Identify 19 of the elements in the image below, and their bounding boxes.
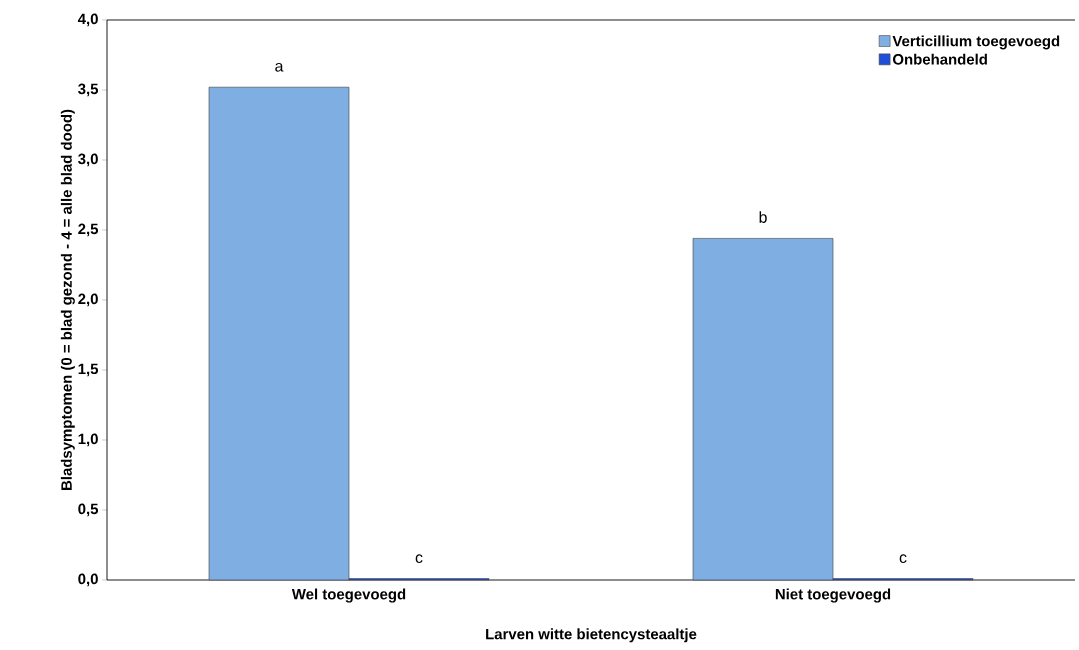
y-axis-title: Bladsymptomen (0 = blad gezond - 4 = alle blad dood) — [60, 109, 75, 490]
y-tick-label: 4,0 — [77, 13, 98, 27]
x-tick-label: Wel toegevoegd — [291, 588, 406, 603]
annotation: a — [275, 62, 284, 72]
y-tick-label: 3,5 — [78, 83, 99, 97]
annotation: b — [759, 211, 767, 223]
y-tick-label: 3,0 — [78, 153, 98, 167]
y-tick-label: 0,5 — [78, 503, 99, 517]
x-axis-title: Larven witte bietencysteaaltje — [486, 628, 697, 643]
annotation: c — [899, 554, 907, 564]
y-tick-label: 1,0 — [78, 433, 98, 447]
legend-label: Onbehandeld — [893, 53, 987, 65]
x-tick-label: Niet toegevoegd — [775, 588, 891, 603]
y-tick-label: 0,0 — [78, 573, 98, 587]
annotation: c — [415, 554, 423, 564]
legend-label: Verticillium toegevoegd — [892, 35, 1060, 50]
y-tick-label: 2,5 — [78, 223, 99, 237]
y-tick-label: 2,0 — [78, 293, 98, 307]
y-tick-label: 1,5 — [78, 363, 99, 377]
